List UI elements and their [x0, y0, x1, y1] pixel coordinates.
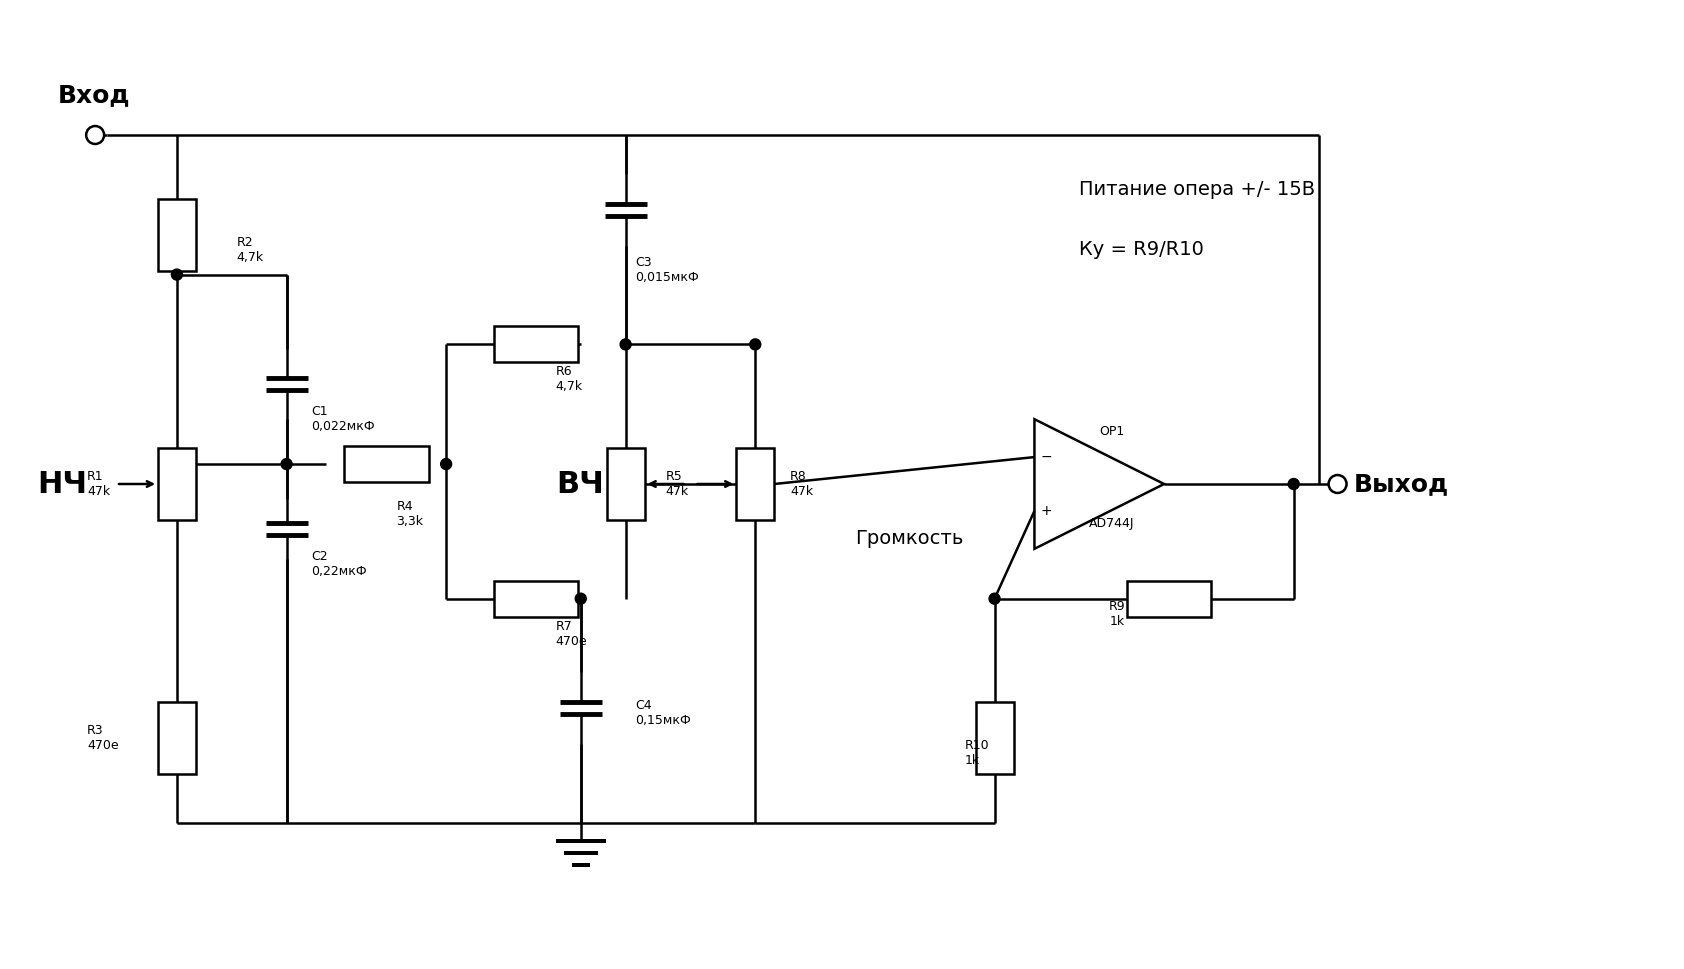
Bar — [158, 448, 195, 520]
Text: Громкость: Громкость — [855, 529, 963, 548]
Bar — [158, 703, 195, 774]
Text: НЧ: НЧ — [37, 470, 88, 498]
Bar — [736, 448, 775, 520]
Text: R8
47k: R8 47k — [790, 470, 813, 498]
Circle shape — [441, 458, 451, 470]
Text: C3
0,015мкФ: C3 0,015мкФ — [635, 256, 699, 284]
Text: R1
47k: R1 47k — [88, 470, 109, 498]
Circle shape — [620, 339, 632, 350]
Text: R10
1k: R10 1k — [965, 739, 989, 767]
Text: C2
0,22мкФ: C2 0,22мкФ — [312, 549, 367, 578]
Text: R9
1k: R9 1k — [1110, 600, 1127, 628]
Circle shape — [86, 126, 104, 144]
Text: R6
4,7k: R6 4,7k — [556, 365, 583, 393]
Text: +: + — [1041, 504, 1052, 518]
Text: R3
470e: R3 470e — [88, 724, 120, 752]
Bar — [158, 199, 195, 270]
Bar — [493, 327, 578, 362]
Text: OP1: OP1 — [1100, 424, 1125, 438]
Circle shape — [281, 458, 291, 470]
Text: ВЧ: ВЧ — [556, 470, 603, 498]
Bar — [493, 580, 578, 616]
Text: Вход: Вход — [57, 83, 130, 108]
Bar — [1127, 580, 1211, 616]
Bar — [975, 703, 1014, 774]
Bar — [344, 446, 429, 482]
Circle shape — [172, 269, 182, 280]
Bar — [606, 448, 645, 520]
Text: R5
47k: R5 47k — [665, 470, 689, 498]
Circle shape — [749, 339, 761, 350]
Text: Ку = R9/R10: Ку = R9/R10 — [1079, 240, 1204, 259]
Text: R7
470e: R7 470e — [556, 619, 588, 647]
Text: R4
3,3k: R4 3,3k — [396, 500, 423, 528]
Text: −: − — [1041, 450, 1052, 464]
Circle shape — [576, 593, 586, 604]
Text: AD744J: AD744J — [1090, 517, 1135, 530]
Text: Выход: Выход — [1354, 472, 1448, 496]
Text: R2
4,7k: R2 4,7k — [237, 235, 264, 264]
Circle shape — [1329, 475, 1347, 493]
Circle shape — [1288, 479, 1298, 489]
Text: Питание опера +/- 15В: Питание опера +/- 15В — [1079, 180, 1315, 200]
Text: C1
0,022мкФ: C1 0,022мкФ — [312, 405, 376, 433]
Text: C4
0,15мкФ: C4 0,15мкФ — [635, 700, 692, 728]
Circle shape — [989, 593, 1000, 604]
